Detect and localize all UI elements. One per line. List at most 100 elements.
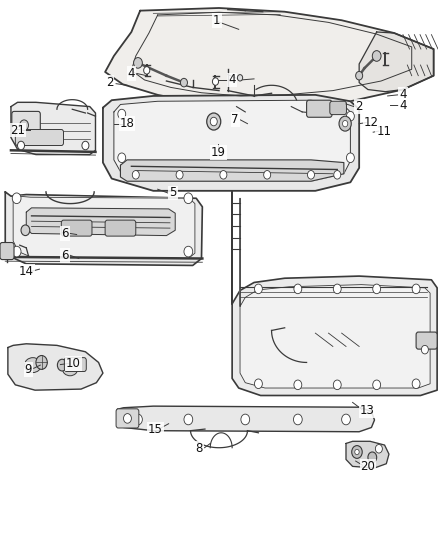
Circle shape [333,380,341,390]
Text: 18: 18 [120,117,134,130]
Circle shape [372,51,381,61]
Text: 2: 2 [355,100,363,113]
Circle shape [184,246,193,257]
Circle shape [254,284,262,294]
Text: 15: 15 [148,423,163,435]
Circle shape [421,345,428,354]
Circle shape [294,284,302,294]
Ellipse shape [25,358,41,373]
Circle shape [184,193,193,204]
Circle shape [144,67,150,74]
Circle shape [36,356,47,369]
Circle shape [210,117,217,126]
Text: 4: 4 [127,67,135,80]
Circle shape [18,141,25,150]
Circle shape [241,414,250,425]
Polygon shape [13,196,195,259]
Text: 20: 20 [360,460,375,473]
Polygon shape [232,192,437,395]
Circle shape [373,380,381,390]
Circle shape [307,171,314,179]
Circle shape [118,109,126,119]
Circle shape [333,284,341,294]
Polygon shape [5,192,202,265]
Circle shape [12,246,21,257]
Text: 7: 7 [231,114,239,126]
FancyBboxPatch shape [64,358,86,372]
Circle shape [352,446,362,458]
FancyBboxPatch shape [0,243,14,260]
Polygon shape [11,102,95,155]
Circle shape [264,171,271,179]
Text: 1: 1 [213,14,221,27]
Circle shape [12,193,21,204]
Circle shape [207,113,221,130]
Text: 12: 12 [364,116,379,129]
Circle shape [124,414,131,423]
Text: 2: 2 [106,76,113,89]
Circle shape [57,359,67,371]
Circle shape [293,414,302,425]
Circle shape [184,414,193,425]
FancyBboxPatch shape [15,130,64,146]
Text: 10: 10 [66,357,81,370]
Circle shape [176,171,183,179]
FancyBboxPatch shape [116,409,139,428]
Circle shape [346,111,354,121]
Polygon shape [105,8,434,107]
Polygon shape [26,208,175,236]
Text: 6: 6 [61,227,69,240]
Polygon shape [8,344,103,390]
Text: 4: 4 [399,99,407,111]
Polygon shape [114,100,350,181]
Text: 4: 4 [399,88,407,101]
Polygon shape [346,441,389,468]
Circle shape [373,284,381,294]
FancyBboxPatch shape [61,220,92,236]
Circle shape [212,78,219,85]
Text: 4: 4 [228,74,236,86]
Circle shape [180,78,187,87]
Polygon shape [240,198,430,388]
Circle shape [118,153,126,163]
Circle shape [346,153,354,163]
Text: 19: 19 [211,146,226,159]
Text: 21: 21 [10,124,25,136]
Text: 13: 13 [360,404,374,417]
FancyBboxPatch shape [330,101,346,115]
Circle shape [375,445,382,453]
Text: 14: 14 [19,265,34,278]
FancyBboxPatch shape [307,100,332,117]
Circle shape [356,71,363,80]
Text: 11: 11 [376,125,391,138]
Polygon shape [103,95,359,191]
Circle shape [21,225,30,236]
Circle shape [368,452,377,463]
Circle shape [355,449,359,455]
Circle shape [132,171,139,179]
FancyBboxPatch shape [416,332,437,349]
Text: 8: 8 [196,442,203,455]
Circle shape [220,171,227,179]
Circle shape [412,379,420,389]
Circle shape [343,120,348,127]
Circle shape [342,414,350,425]
Polygon shape [120,160,344,181]
Circle shape [82,141,89,150]
Circle shape [237,75,243,81]
Ellipse shape [62,362,78,376]
FancyBboxPatch shape [105,220,136,236]
Text: 9: 9 [25,363,32,376]
Text: 5: 5 [170,187,177,199]
Circle shape [412,284,420,294]
FancyBboxPatch shape [12,111,40,133]
Circle shape [334,171,341,179]
Circle shape [254,379,262,389]
Circle shape [20,120,28,131]
Circle shape [339,116,351,131]
Polygon shape [117,406,374,432]
Circle shape [134,414,142,425]
Circle shape [134,58,142,68]
Text: 6: 6 [61,249,69,262]
Polygon shape [359,32,434,92]
